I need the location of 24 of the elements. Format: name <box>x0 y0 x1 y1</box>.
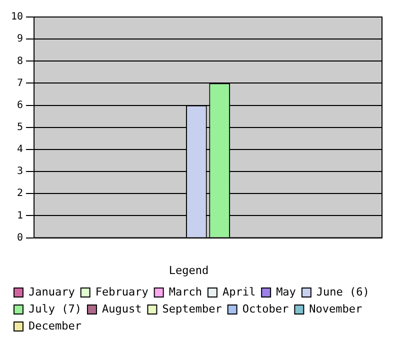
legend-label: December <box>28 319 82 332</box>
legend-label: August <box>102 302 142 316</box>
legend-label: October <box>242 302 290 316</box>
y-tick-label: 9 <box>17 34 24 45</box>
legend-label: April <box>222 285 256 298</box>
y-tick-label: 1 <box>17 210 24 222</box>
y-tick-label: 8 <box>17 56 24 67</box>
legend-label: November <box>309 302 363 316</box>
y-tick-label: 4 <box>17 144 24 156</box>
y-tick-label: 10 <box>10 12 24 23</box>
legend-label: July (7) <box>28 302 82 316</box>
y-tick-label: 5 <box>17 122 24 133</box>
legend-label: June (6) <box>316 285 370 298</box>
y-tick-label: 2 <box>17 188 24 200</box>
legend-label: March <box>168 285 202 298</box>
legend-label: January <box>28 285 76 298</box>
legend-label: September <box>162 302 222 316</box>
legend-label: May <box>276 285 296 298</box>
y-tick-label: 7 <box>17 78 24 89</box>
legend-label: February <box>95 285 149 298</box>
y-tick-label: 3 <box>17 166 24 178</box>
y-tick-label: 0 <box>17 232 24 244</box>
y-tick-label: 6 <box>17 100 24 111</box>
legend-title: Legend <box>168 264 209 278</box>
